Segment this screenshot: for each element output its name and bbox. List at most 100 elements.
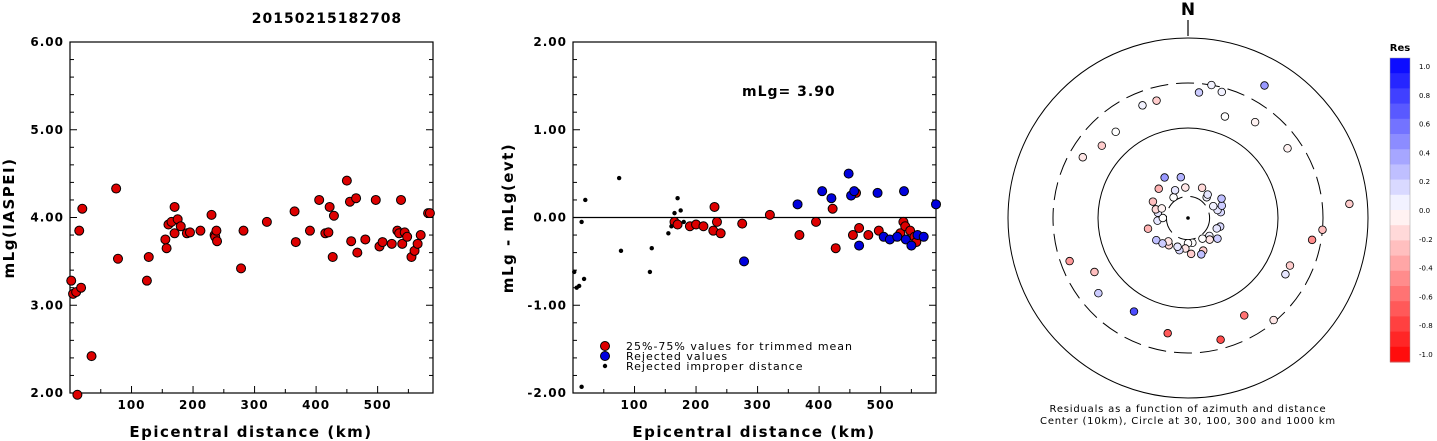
data-point — [161, 243, 172, 254]
trimmed-mean-point — [863, 230, 874, 241]
colorbar-ticks: 1.0 0.8 0.6 0.4 0.2 0.0 -0.2 -0.4 -0.6 -0.8 -1.0 — [1419, 63, 1433, 359]
improper-distance-point — [666, 231, 671, 236]
colorbar-tick-label: 0.8 — [1419, 92, 1430, 100]
residual-colorbar: Res 1.0 0.8 0.6 0.4 0.2 0.0 -0.2 -0.4 -0.6 -0.8 -1… — [1389, 43, 1433, 363]
residual-point — [1158, 213, 1167, 223]
improper-distance-point — [669, 224, 674, 229]
improper-distance-point — [675, 195, 680, 201]
x-tick-label: 400 — [302, 398, 330, 412]
data-point — [212, 236, 223, 247]
colorbar-title: Res — [1390, 43, 1410, 54]
residual-point — [1090, 267, 1099, 277]
colorbar-cell — [1390, 58, 1410, 74]
data-point — [370, 194, 381, 205]
improper-distance-point — [678, 208, 683, 213]
colorbar-cell — [1390, 164, 1410, 181]
data-point — [211, 225, 222, 236]
colorbar-cell — [1390, 103, 1410, 120]
data-point — [72, 389, 83, 400]
residual-point — [1181, 183, 1190, 192]
improper-distance-point — [616, 175, 622, 181]
improper-distance-point — [681, 219, 686, 225]
data-point — [327, 251, 338, 262]
residual-point — [1160, 173, 1169, 182]
colorbar-cell — [1390, 210, 1410, 226]
residual-point — [1283, 144, 1292, 153]
data-point — [290, 237, 301, 248]
improper-distance-point — [583, 197, 588, 203]
colorbar-cell — [1390, 286, 1410, 302]
mlg-annotation: mLg= 3.90 — [742, 84, 836, 100]
improper-distance-point — [672, 210, 677, 216]
residual-point — [1143, 224, 1153, 233]
residual-point — [1207, 80, 1216, 90]
data-point — [77, 203, 88, 214]
data-point — [341, 175, 352, 186]
azimuth-panel: N Residuals as a function of azimuth and… — [1007, 0, 1369, 427]
residual-point — [1111, 127, 1120, 137]
x-tick-label: 400 — [805, 398, 833, 412]
residual-ticks: 100 200 300 400 500 -2.00 -1.00 0.00 1.00 2.00 — [527, 35, 936, 412]
rejected-point — [892, 231, 903, 242]
legend-marker-trimmed — [600, 341, 610, 351]
epicenter-marker — [1186, 216, 1190, 220]
colorbar-cell — [1390, 149, 1410, 165]
improper-distance-point — [572, 269, 577, 275]
residual-point — [1129, 307, 1139, 316]
trimmed-mean-point — [811, 216, 822, 227]
data-point — [289, 206, 300, 217]
colorbar-cell — [1390, 118, 1410, 135]
x-tick-label: 200 — [179, 398, 207, 412]
rejected-point — [826, 193, 837, 204]
trimmed-mean-point — [711, 216, 722, 227]
legend-marker-improper — [602, 363, 608, 369]
residual-point — [1169, 193, 1178, 202]
colorbar-tick-label: -0.2 — [1419, 236, 1433, 244]
data-point — [175, 221, 186, 232]
residual-point — [1157, 204, 1166, 213]
rejected-point — [872, 187, 883, 198]
data-point — [402, 231, 413, 242]
colorbar-tick-label: -0.8 — [1419, 322, 1433, 330]
data-point — [160, 234, 171, 245]
legend-label-trimmed: 25%-75% values for trimmed mean — [626, 340, 853, 353]
improper-distance-point — [576, 283, 582, 289]
colorbar-cell — [1390, 179, 1410, 196]
colorbar-cell — [1390, 240, 1410, 257]
y-tick-label: 4.00 — [30, 211, 64, 225]
colorbar-cell — [1390, 225, 1410, 241]
magnitude-x-label: Epicentral distance (km) — [129, 423, 372, 441]
trimmed-mean-point — [715, 228, 726, 239]
rejected-point — [854, 240, 865, 251]
colorbar-tick-label: -0.4 — [1419, 265, 1433, 273]
residual-point — [1250, 117, 1260, 127]
improper-distance-point — [618, 248, 624, 254]
residual-point — [1152, 96, 1161, 105]
residual-point — [1138, 101, 1147, 110]
residual-point — [1186, 249, 1196, 259]
y-tick-label: -1.00 — [527, 298, 567, 312]
legend-label-improper: Rejected improper distance — [626, 360, 804, 373]
data-point — [323, 227, 334, 238]
data-point — [304, 225, 315, 236]
data-point — [412, 238, 423, 249]
y-tick-label: 1.00 — [533, 123, 567, 137]
rejected-point — [817, 186, 828, 197]
residual-point — [1158, 239, 1167, 248]
x-tick-label: 300 — [744, 398, 772, 412]
residual-point — [1176, 173, 1186, 182]
residual-point — [1209, 202, 1218, 211]
residual-point — [1078, 153, 1087, 162]
rejected-point — [918, 231, 929, 242]
residual-point — [1269, 315, 1278, 325]
data-point — [74, 225, 85, 236]
rejected-point — [900, 234, 911, 245]
colorbar-cell — [1390, 316, 1410, 333]
trimmed-mean-point — [764, 209, 775, 220]
magnitude-panel: 100 200 300 400 500 2.00 3.00 4.00 5.00 6.00 Epic… — [0, 35, 435, 441]
data-point — [261, 216, 272, 227]
residual-panel: 100 200 300 400 500 -2.00 -1.00 0.00 1.00 2.00 mL… — [499, 35, 941, 441]
colorbar-cell — [1390, 270, 1410, 287]
azimuth-caption-line2: Center (10km), Circle at 30, 100, 300 an… — [1040, 416, 1336, 427]
colorbar-cells — [1389, 57, 1411, 363]
